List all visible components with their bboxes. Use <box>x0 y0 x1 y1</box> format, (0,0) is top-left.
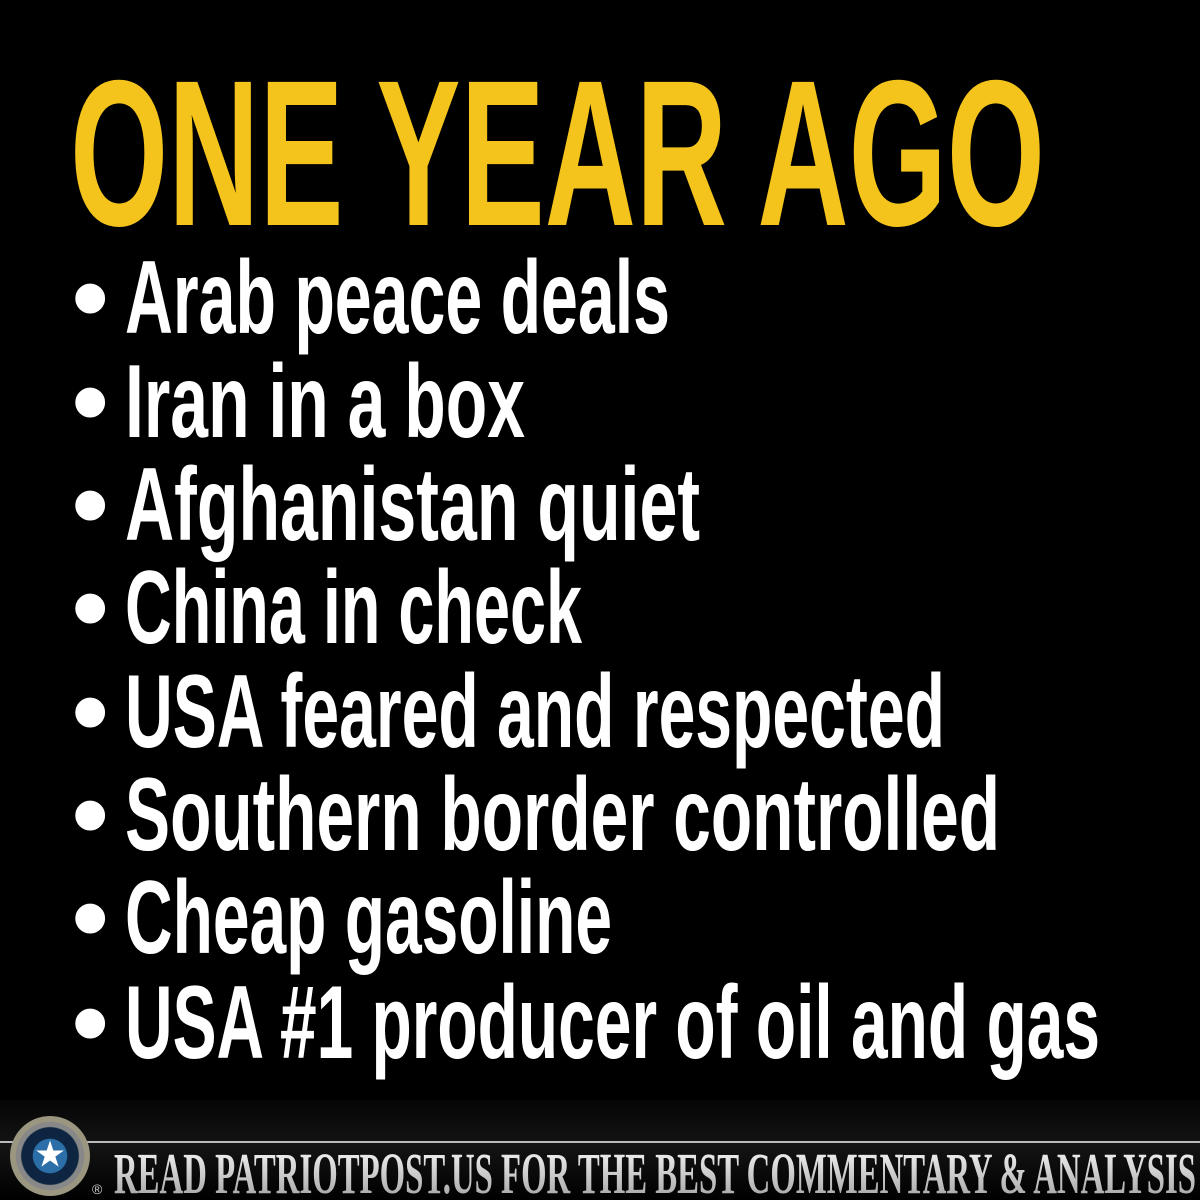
bullet-icon: • <box>72 344 108 460</box>
list-item: Cheap gasoline <box>125 860 612 976</box>
list-item: USA feared and respected <box>125 654 945 770</box>
divider <box>0 1141 1200 1143</box>
bullet-icon: • <box>72 860 108 976</box>
footer-tagline: READ PATRIOTPOST.US FOR THE BEST COMMENT… <box>114 1141 1196 1200</box>
list-item: Arab peace deals <box>125 240 670 356</box>
list-item: Southern border controlled <box>125 757 1000 873</box>
footer-banner: ® READ PATRIOTPOST.US FOR THE BEST COMME… <box>0 1100 1200 1200</box>
bullet-icon: • <box>72 757 108 873</box>
footer-background <box>0 1100 1200 1200</box>
headline: ONE YEAR AGO <box>70 38 1045 270</box>
star-seal-icon: ★ <box>10 1116 90 1196</box>
list-item: China in check <box>125 550 582 666</box>
list-item: USA #1 producer of oil and gas <box>125 965 1100 1081</box>
list-item: Iran in a box <box>125 344 525 460</box>
bullet-icon: • <box>72 240 108 356</box>
star-icon: ★ <box>33 1133 67 1175</box>
bullet-icon: • <box>72 447 108 563</box>
bullet-list: • Arab peace deals • Iran in a box • Afg… <box>72 240 1100 1081</box>
list-item: Afghanistan quiet <box>125 447 700 563</box>
bullet-icon: • <box>72 965 108 1081</box>
registered-mark: ® <box>92 1181 103 1197</box>
bullet-icon: • <box>72 550 108 666</box>
bullet-icon: • <box>72 654 108 770</box>
